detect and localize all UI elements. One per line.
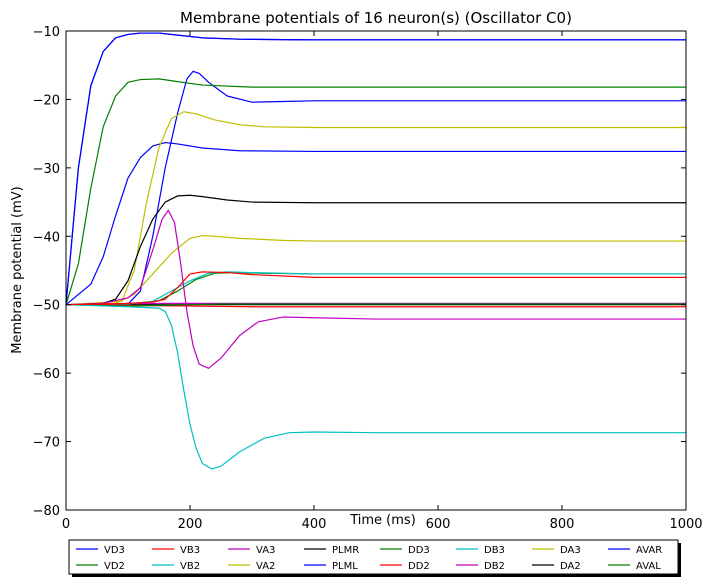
legend-box <box>68 539 679 575</box>
y-tick-label: −50 <box>33 299 60 314</box>
series-line-plmr <box>65 194 686 306</box>
series-line-vd3 <box>65 32 686 305</box>
x-tick-label: 600 <box>426 517 451 532</box>
plot-frame <box>65 30 687 511</box>
y-tick-label: −30 <box>33 162 60 177</box>
legend-label-dd3: DD3 <box>408 545 430 556</box>
series-line-vd2 <box>65 78 686 305</box>
x-tick-label: 400 <box>302 517 327 532</box>
y-tick-label: −40 <box>33 230 60 245</box>
legend-label-db3: DB3 <box>484 545 505 556</box>
plot-area: 0 200 400 600 800 1000 −80 −70 −60 −50 −40 −30 −20 −1… <box>33 25 703 532</box>
legend: VD3 VD2 VB3 VB2 VA3 VA2 PLMR PLML DD3 DD2 DB3 DB2 DA… <box>68 539 681 577</box>
x-tick-label: 200 <box>178 517 203 532</box>
x-tick-label: 800 <box>550 517 575 532</box>
x-tick-label: 1000 <box>669 517 702 532</box>
series-line-va3 <box>65 209 686 369</box>
x-tick-label: 0 <box>62 517 70 532</box>
legend-label-vb2: VB2 <box>180 561 200 572</box>
y-tick-label: −70 <box>33 436 60 451</box>
legend-label-plmr: PLMR <box>332 545 359 556</box>
ticks-group: 0 200 400 600 800 1000 −80 −70 −60 −50 −40 −30 −20 −1… <box>33 25 703 532</box>
legend-items: VD3 VD2 VB3 VB2 VA3 VA2 PLMR PLML DD3 DD2 DB3 DB2 DA… <box>76 545 662 572</box>
legend-label-dd2: DD2 <box>408 561 430 572</box>
series-line-vb3 <box>65 271 686 306</box>
legend-label-avar: AVAR <box>636 545 662 556</box>
legend-label-da2: DA2 <box>560 561 581 572</box>
series-line-unlabeled-16 <box>65 70 686 306</box>
x-axis-label: Time (ms) <box>349 513 416 528</box>
series-line-vb2 <box>65 304 686 470</box>
legend-label-plml: PLML <box>332 561 358 572</box>
series-line-avar <box>65 141 686 306</box>
y-tick-label: −10 <box>33 25 60 40</box>
plot-background <box>66 31 686 510</box>
y-tick-label: −60 <box>33 367 60 382</box>
legend-label-vd2: VD2 <box>104 561 125 572</box>
legend-label-va3: VA3 <box>256 545 275 556</box>
series-group <box>65 32 686 470</box>
legend-label-vb3: VB3 <box>180 545 200 556</box>
series-line-dd3 <box>65 303 686 307</box>
series-line-da3 <box>65 111 686 306</box>
legend-label-da3: DA3 <box>560 545 581 556</box>
legend-label-aval: AVAL <box>636 561 661 572</box>
legend-label-db2: DB2 <box>484 561 505 572</box>
y-tick-label: −80 <box>33 504 60 519</box>
legend-label-va2: VA2 <box>256 561 275 572</box>
chart-title: Membrane potentials of 16 neuron(s) (Osc… <box>180 9 572 27</box>
legend-label-vd3: VD3 <box>104 545 125 556</box>
y-tick-label: −20 <box>33 93 60 108</box>
y-axis-label: Membrane potential (mV) <box>10 186 25 353</box>
